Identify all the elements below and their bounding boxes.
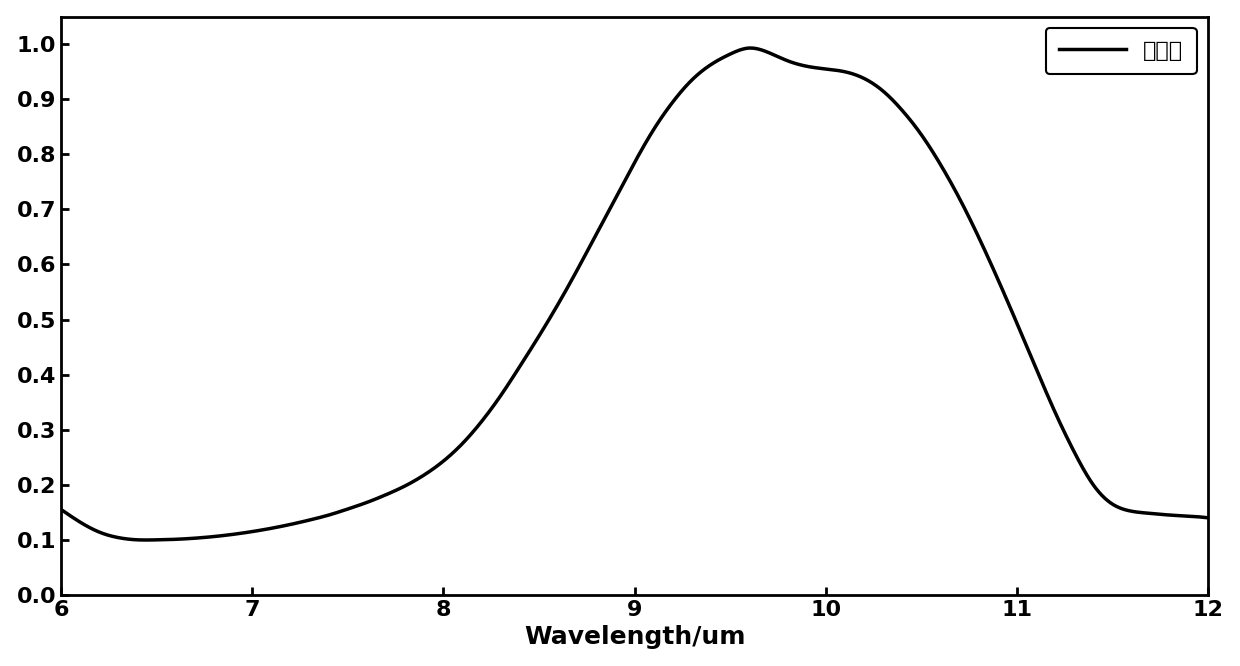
吸收率	[957, 206, 972, 214]
吸收率	[743, 44, 758, 52]
吸收率	[113, 534, 128, 542]
吸收率	[1168, 511, 1183, 519]
Legend: 吸收率: 吸收率	[1045, 28, 1197, 75]
吸收率	[53, 505, 68, 513]
吸收率	[582, 244, 596, 252]
Line: 吸收率: 吸收率	[61, 48, 1208, 540]
吸收率	[1168, 511, 1183, 519]
吸收率	[1200, 514, 1215, 522]
X-axis label: Wavelength/um: Wavelength/um	[523, 625, 745, 649]
吸收率	[611, 187, 626, 195]
吸收率	[138, 536, 153, 544]
